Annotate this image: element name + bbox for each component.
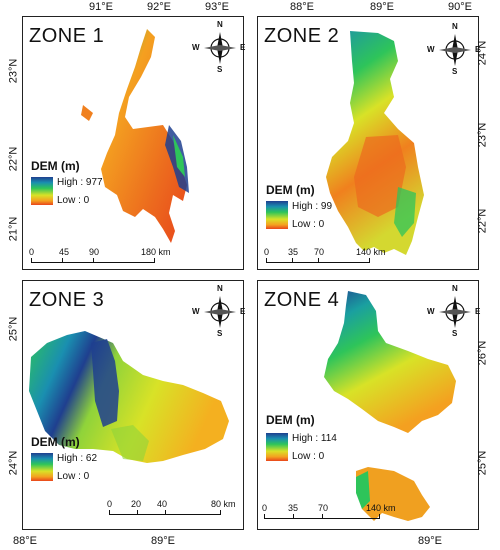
zone2-legend-high: High : 99: [292, 201, 333, 212]
zone3-scale-2: 40: [157, 499, 168, 509]
zone1-title: ZONE 1: [29, 25, 105, 47]
zone1-scale-1: 45: [59, 247, 70, 257]
zone2-scale-1: 35: [288, 247, 299, 257]
zone4-tick-lat-1: 26°N: [476, 340, 489, 366]
zone2-scale-2: 70: [314, 247, 325, 257]
zone4-legend-high: High : 114: [292, 433, 337, 444]
compass-s: S: [452, 67, 458, 76]
zone3-legend-ramp: [31, 453, 53, 481]
zone3-title: ZONE 3: [29, 289, 105, 311]
zone1-tick-lon-3: 93°E: [205, 1, 229, 13]
zone3-panel: ZONE 3 25°N 24°N 88°E 89°E N S W E DEM (…: [7, 280, 245, 547]
zone2-scale-0: 0: [264, 247, 270, 257]
compass-rose-icon: N S W E: [427, 22, 480, 76]
compass-n: N: [452, 284, 458, 293]
zone1-tick-lat-3: 21°N: [7, 216, 20, 242]
zone4-scale-2: 70: [318, 503, 329, 513]
zone3-legend-title: DEM (m): [31, 435, 80, 449]
compass-n: N: [217, 284, 223, 293]
zone1-panel: ZONE 1 91°E 92°E 93°E 23°N 22°N 21°N N S…: [7, 1, 245, 270]
zone4-tick-lat-2: 25°N: [476, 450, 489, 476]
zone2-panel: ZONE 2 88°E 89°E 90°E 24°N 23°N 22°N N S…: [257, 1, 488, 270]
compass-e: E: [475, 45, 481, 54]
zone2-tick-lon-1: 88°E: [290, 1, 314, 13]
zone4-panel: ZONE 4 26°N 25°N 89°E N S W E DEM (m) Hi…: [257, 280, 488, 547]
compass-e: E: [240, 43, 246, 52]
zone3-scale-3: 80 km: [211, 499, 236, 509]
zone1-dem-map: [81, 29, 189, 243]
zone2-title: ZONE 2: [264, 25, 340, 47]
zone3-tick-lat-1: 25°N: [7, 316, 20, 342]
zone1-scalebar: [31, 258, 155, 263]
zone4-scale-1: 35: [288, 503, 299, 513]
compass-s: S: [217, 65, 223, 74]
compass-s: S: [452, 329, 458, 338]
zone3-scale-0: 0: [107, 499, 113, 509]
compass-rose-icon: N S W E: [192, 20, 245, 74]
zone4-scalebar: [264, 514, 380, 519]
zone3-tick-lat-2: 24°N: [7, 450, 20, 476]
zone1-scale-2: 90: [89, 247, 100, 257]
zone3-tick-lon-1: 88°E: [13, 535, 37, 547]
zone4-dem-map: [324, 291, 456, 521]
zone3-legend-low: Low : 0: [57, 471, 90, 482]
zone2-tick-lat-2: 23°N: [476, 122, 489, 148]
zone1-legend-ramp: [31, 177, 53, 205]
compass-rose-icon: N S W E: [192, 284, 245, 338]
zone1-legend-low: Low : 0: [57, 195, 90, 206]
compass-n: N: [452, 22, 458, 31]
zone4-legend-ramp: [266, 433, 288, 461]
zone3-scalebar: [109, 510, 221, 515]
zone4-legend-title: DEM (m): [266, 413, 315, 427]
zone1-tick-lat-1: 23°N: [7, 58, 20, 84]
compass-e: E: [475, 307, 481, 316]
zone2-tick-lon-2: 89°E: [370, 1, 394, 13]
zone2-scale-3: 140 km: [356, 247, 386, 257]
zone4-scale-0: 0: [262, 503, 268, 513]
zone2-scalebar: [266, 258, 370, 263]
zone3-dem-map: [29, 331, 229, 463]
zone1-scale-0: 0: [29, 247, 35, 257]
zone2-tick-lon-3: 90°E: [448, 1, 472, 13]
compass-w: W: [192, 43, 200, 52]
zone1-legend-title: DEM (m): [31, 159, 80, 173]
zone1-tick-lon-2: 92°E: [147, 1, 171, 13]
zone1-scale-3: 180 km: [141, 247, 171, 257]
compass-w: W: [427, 307, 435, 316]
zone1-legend-high: High : 977: [57, 177, 103, 188]
zone2-dem-map: [326, 31, 424, 255]
compass-w: W: [192, 307, 200, 316]
zone2-legend-ramp: [266, 201, 288, 229]
zone4-scale-3: 140 km: [366, 503, 396, 513]
compass-s: S: [217, 329, 223, 338]
compass-e: E: [240, 307, 246, 316]
zone1-tick-lat-2: 22°N: [7, 146, 20, 172]
zone3-scale-1: 20: [131, 499, 142, 509]
zone3-legend-high: High : 62: [57, 453, 98, 464]
zone2-tick-lat-3: 22°N: [476, 208, 489, 234]
compass-w: W: [427, 45, 435, 54]
zone4-title: ZONE 4: [264, 289, 340, 311]
compass-rose-icon: N S W E: [427, 284, 480, 338]
zone2-legend-low: Low : 0: [292, 219, 325, 230]
zone3-tick-lon-2: 89°E: [151, 535, 175, 547]
zone4-tick-lon-1: 89°E: [418, 535, 442, 547]
zone1-tick-lon-1: 91°E: [89, 1, 113, 13]
compass-n: N: [217, 20, 223, 29]
zone4-legend-low: Low : 0: [292, 451, 325, 462]
zone2-legend-title: DEM (m): [266, 183, 315, 197]
